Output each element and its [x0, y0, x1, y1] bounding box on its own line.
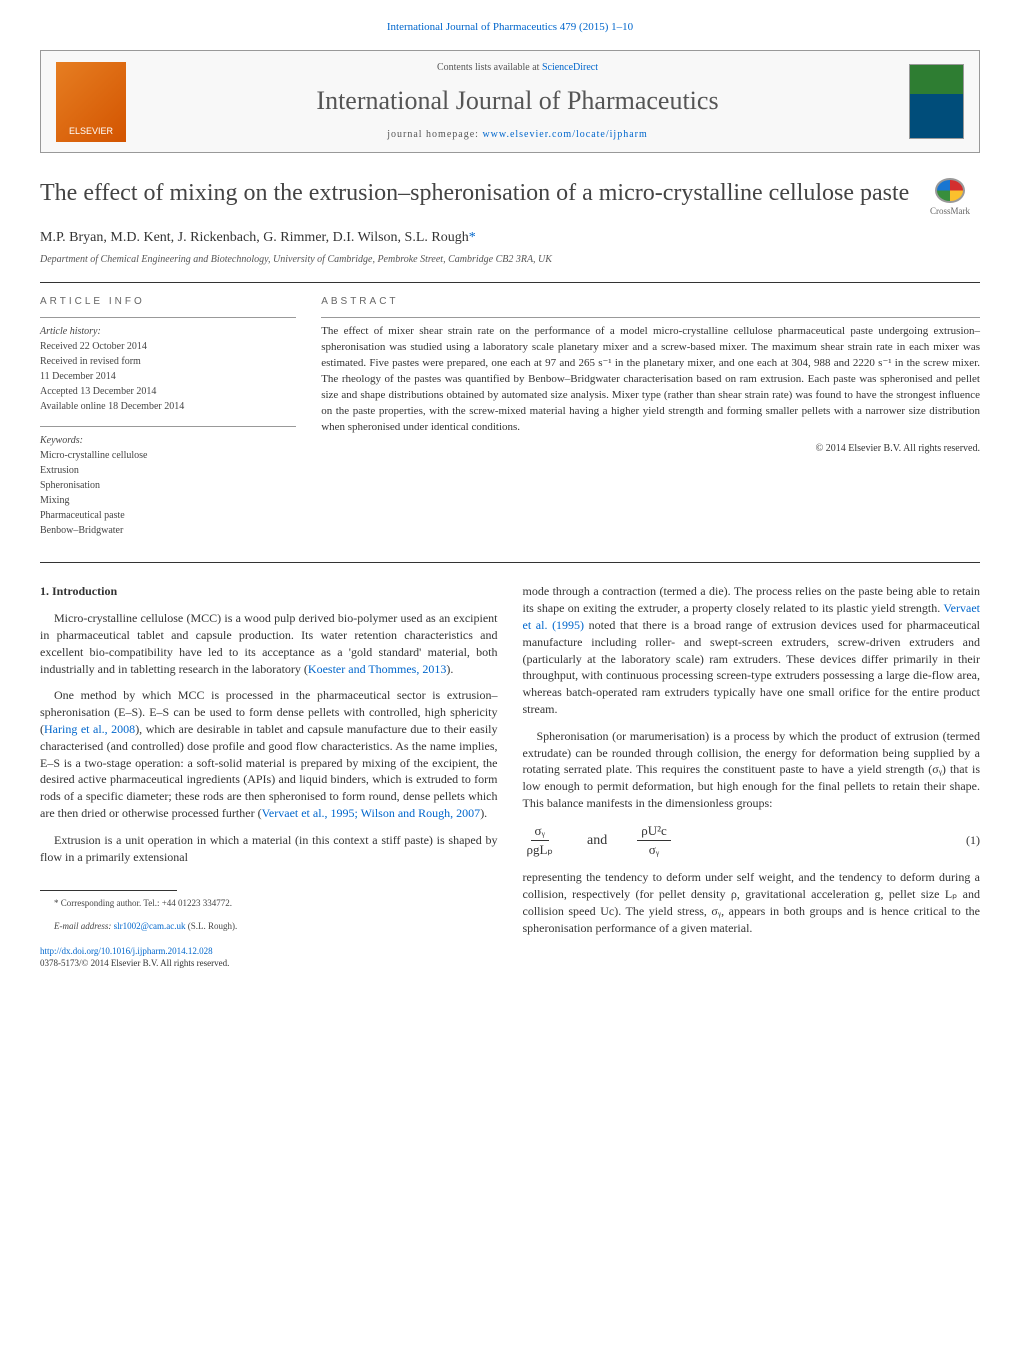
- abstract-column: ABSTRACT The effect of mixer shear strai…: [321, 295, 980, 550]
- citation-link[interactable]: Vervaet et al., 1995; Wilson and Rough, …: [262, 806, 481, 820]
- revised-label: Received in revised form: [40, 354, 296, 369]
- denominator: σᵧ: [645, 841, 663, 859]
- article-info-heading: ARTICLE INFO: [40, 295, 296, 309]
- paragraph: mode through a contraction (termed a die…: [523, 583, 981, 717]
- footnote-separator: [40, 890, 177, 891]
- abstract-text: The effect of mixer shear strain rate on…: [321, 317, 980, 436]
- revised-date: 11 December 2014: [40, 369, 296, 384]
- paragraph: Micro-crystalline cellulose (MCC) is a w…: [40, 610, 498, 677]
- doi-block: http://dx.doi.org/10.1016/j.ijpharm.2014…: [40, 945, 498, 970]
- history-label: Article history:: [40, 324, 296, 339]
- crossmark-badge[interactable]: CrossMark: [920, 178, 980, 218]
- numerator: σᵧ: [531, 822, 549, 841]
- accepted-date: Accepted 13 December 2014: [40, 384, 296, 399]
- journal-name: International Journal of Pharmaceutics: [126, 83, 909, 119]
- body-columns: 1. Introduction Micro-crystalline cellul…: [40, 583, 980, 969]
- keywords-label: Keywords:: [40, 433, 296, 448]
- running-header: International Journal of Pharmaceutics 4…: [40, 20, 980, 35]
- article-info-column: ARTICLE INFO Article history: Received 2…: [40, 295, 296, 550]
- text: noted that there is a broad range of ext…: [523, 618, 981, 716]
- email-author-name: (S.L. Rough).: [185, 921, 237, 931]
- journal-homepage-line: journal homepage: www.elsevier.com/locat…: [126, 128, 909, 142]
- email-link[interactable]: slr1002@cam.ac.uk: [114, 921, 186, 931]
- equation-number: (1): [966, 832, 980, 849]
- left-column: 1. Introduction Micro-crystalline cellul…: [40, 583, 498, 969]
- fraction-2: ρU²c σᵧ: [637, 822, 671, 859]
- elsevier-logo: ELSEVIER: [56, 62, 126, 142]
- paragraph: Extrusion is a unit operation in which a…: [40, 832, 498, 866]
- keyword: Spheronisation: [40, 478, 296, 493]
- paragraph: Spheronisation (or marumerisation) is a …: [523, 728, 981, 812]
- corresponding-marker: *: [469, 230, 476, 245]
- email-footnote: E-mail address: slr1002@cam.ac.uk (S.L. …: [40, 920, 498, 933]
- equation-expression: σᵧ ρgLₚ and ρU²c σᵧ: [523, 822, 671, 859]
- journal-homepage-link[interactable]: www.elsevier.com/locate/ijpharm: [482, 129, 647, 140]
- keyword: Extrusion: [40, 463, 296, 478]
- contents-prefix: Contents lists available at: [437, 62, 542, 73]
- crossmark-label: CrossMark: [930, 205, 970, 218]
- paragraph: One method by which MCC is processed in …: [40, 687, 498, 821]
- citation-link[interactable]: Haring et al., 2008: [44, 722, 135, 736]
- title-row: The effect of mixing on the extrusion–sp…: [40, 178, 980, 218]
- equation-1: σᵧ ρgLₚ and ρU²c σᵧ (1): [523, 822, 981, 859]
- doi-link[interactable]: http://dx.doi.org/10.1016/j.ijpharm.2014…: [40, 946, 213, 956]
- author-list: M.P. Bryan, M.D. Kent, J. Rickenbach, G.…: [40, 228, 980, 248]
- keyword: Micro-crystalline cellulose: [40, 448, 296, 463]
- affiliation: Department of Chemical Engineering and B…: [40, 253, 980, 267]
- right-column: mode through a contraction (termed a die…: [523, 583, 981, 969]
- numerator: ρU²c: [637, 822, 671, 841]
- text: mode through a contraction (termed a die…: [523, 584, 981, 615]
- denominator: ρgLₚ: [523, 841, 558, 859]
- paragraph: representing the tendency to deform unde…: [523, 869, 981, 936]
- keyword: Mixing: [40, 493, 296, 508]
- issn-copyright: 0378-5173/© 2014 Elsevier B.V. All right…: [40, 957, 498, 970]
- journal-header-box: ELSEVIER Contents lists available at Sci…: [40, 50, 980, 152]
- journal-cover-thumbnail: [909, 64, 964, 139]
- header-center: Contents lists available at ScienceDirec…: [126, 61, 909, 141]
- keywords-block: Keywords: Micro-crystalline cellulose Ex…: [40, 426, 296, 538]
- sciencedirect-link[interactable]: ScienceDirect: [542, 62, 598, 73]
- abstract-copyright: © 2014 Elsevier B.V. All rights reserved…: [321, 442, 980, 456]
- equation-and: and: [587, 831, 607, 851]
- keyword: Benbow–Bridgwater: [40, 523, 296, 538]
- fraction-1: σᵧ ρgLₚ: [523, 822, 558, 859]
- section-1-heading: 1. Introduction: [40, 583, 498, 600]
- abstract-heading: ABSTRACT: [321, 295, 980, 309]
- corresponding-author-footnote: * Corresponding author. Tel.: +44 01223 …: [40, 897, 498, 910]
- text: ).: [446, 662, 453, 676]
- email-label: E-mail address:: [54, 921, 114, 931]
- keyword: Pharmaceutical paste: [40, 508, 296, 523]
- homepage-prefix: journal homepage:: [387, 129, 482, 140]
- article-title: The effect of mixing on the extrusion–sp…: [40, 178, 920, 209]
- info-abstract-row: ARTICLE INFO Article history: Received 2…: [40, 282, 980, 563]
- citation-link[interactable]: Koester and Thommes, 2013: [308, 662, 446, 676]
- online-date: Available online 18 December 2014: [40, 399, 296, 414]
- received-date: Received 22 October 2014: [40, 339, 296, 354]
- authors-text: M.P. Bryan, M.D. Kent, J. Rickenbach, G.…: [40, 230, 469, 245]
- text: ).: [480, 806, 487, 820]
- article-history-block: Article history: Received 22 October 201…: [40, 317, 296, 414]
- contents-list-line: Contents lists available at ScienceDirec…: [126, 61, 909, 75]
- crossmark-icon: [935, 178, 965, 203]
